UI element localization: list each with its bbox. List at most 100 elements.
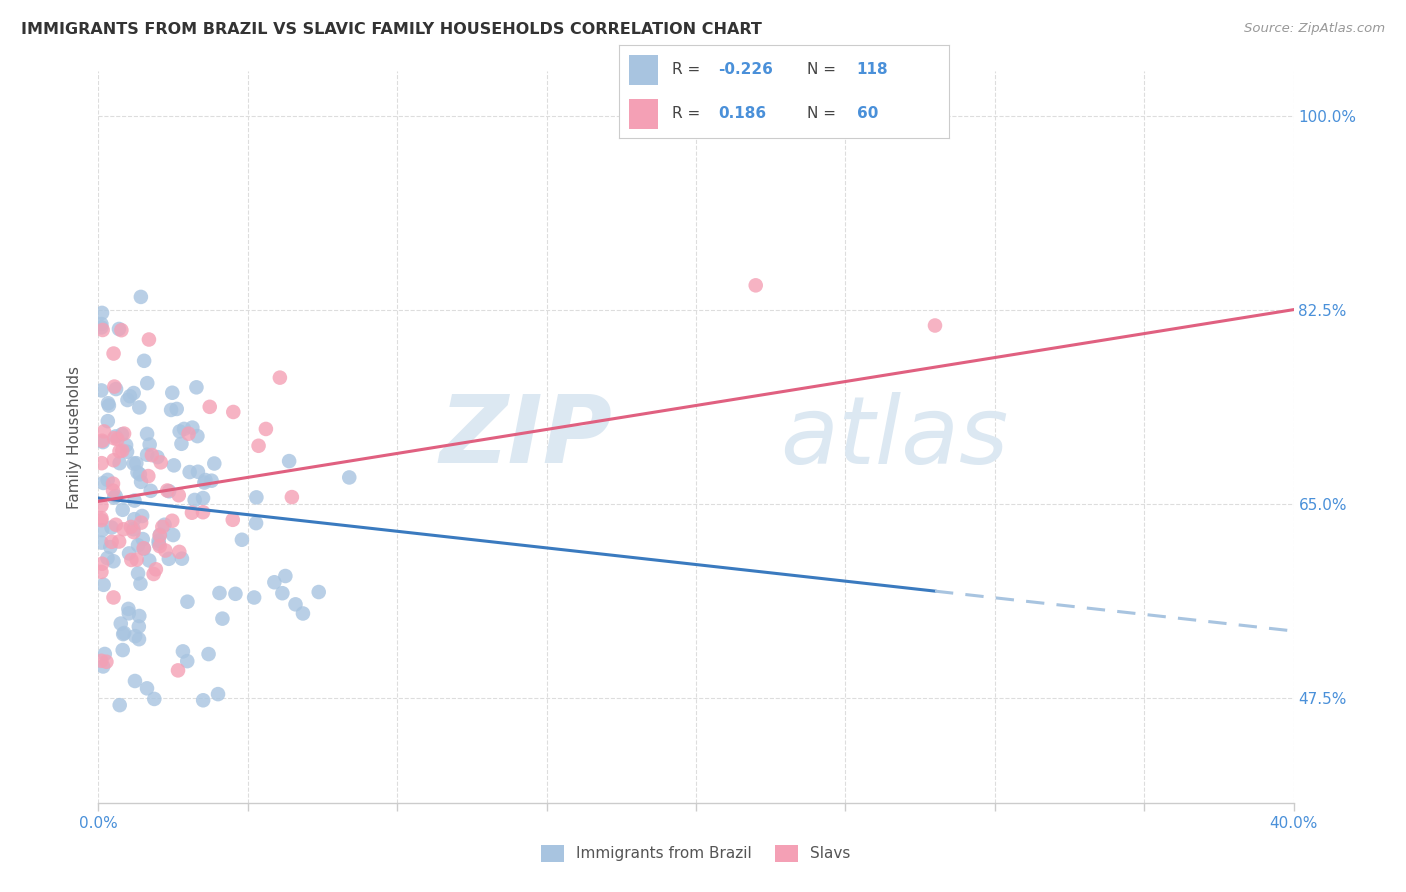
Point [91,523,114,537]
Point [91,557,114,571]
Point [198,400,221,414]
Point [96,655,118,669]
Point [90,499,112,513]
Text: N =: N = [807,106,841,121]
Point [103,554,125,568]
Point [122,386,145,401]
Point [91,306,114,320]
Point [132,541,155,556]
Point [100,520,122,534]
Point [181,420,204,434]
Point [176,654,198,668]
Text: 60: 60 [856,106,877,121]
Point [207,687,229,701]
Point [110,323,132,337]
Point [103,431,125,445]
Point [177,426,200,441]
Point [105,382,128,396]
Point [90,317,112,331]
Point [117,602,139,616]
Text: R =: R = [672,106,704,121]
Point [149,528,172,542]
Point [91,323,114,337]
Point [136,426,159,441]
Point [103,491,125,505]
Point [745,278,768,293]
Point [187,465,209,479]
Point [128,401,150,415]
Point [111,503,134,517]
Point [263,575,285,590]
Point [274,569,297,583]
Text: 0.186: 0.186 [718,106,766,121]
Point [162,528,184,542]
Point [100,534,122,549]
Point [118,607,141,621]
Legend: Immigrants from Brazil, Slavs: Immigrants from Brazil, Slavs [536,838,856,868]
Point [278,454,301,468]
Point [118,546,141,560]
Point [90,565,112,579]
Point [112,426,135,441]
Point [170,437,193,451]
Point [115,438,138,452]
Text: R =: R = [672,62,704,78]
Point [127,566,149,581]
Point [90,320,112,334]
Point [211,612,233,626]
Point [124,629,146,643]
Point [90,511,112,525]
Point [149,539,172,553]
Text: Source: ZipAtlas.com: Source: ZipAtlas.com [1244,22,1385,36]
Point [132,541,155,556]
Point [91,475,114,490]
Point [94,647,117,661]
Point [222,405,245,419]
Point [111,643,134,657]
Point [108,322,131,336]
Point [129,576,152,591]
Point [291,607,314,621]
Point [254,422,277,436]
Point [90,654,112,668]
Point [122,522,145,536]
Point [90,513,112,527]
Point [108,534,131,549]
Point [91,659,114,673]
Point [128,609,150,624]
Point [148,537,170,551]
Point [170,551,193,566]
Point [138,333,160,347]
Point [186,429,208,443]
Point [150,520,173,534]
Point [169,425,191,439]
Point [104,517,127,532]
Point [149,455,172,469]
Point [96,551,118,566]
Text: 118: 118 [856,62,889,78]
Point [337,470,360,484]
Point [281,490,304,504]
Point [90,535,112,549]
Point [153,517,176,532]
Point [124,493,146,508]
Point [181,506,204,520]
Point [98,540,121,554]
Point [127,466,149,480]
Point [243,591,266,605]
Point [97,414,120,428]
Point [169,545,191,559]
Point [224,587,246,601]
Point [93,578,115,592]
Point [104,429,127,443]
Point [91,435,114,450]
Point [128,632,150,647]
Point [103,591,125,605]
Point [111,443,134,458]
Point [103,453,125,467]
Point [90,384,112,398]
Point [97,396,120,410]
Point [308,585,330,599]
Point [148,533,170,548]
Point [146,450,169,464]
